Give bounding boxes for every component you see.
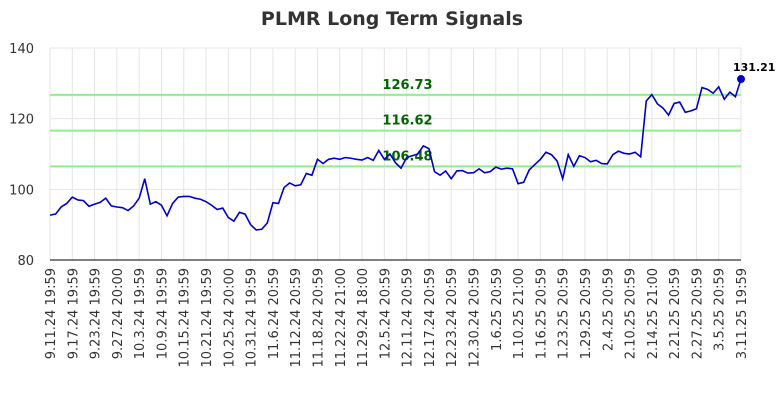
x-tick-label: 11.18.24 20:59 bbox=[311, 268, 326, 368]
reference-label: 116.62 bbox=[382, 114, 432, 129]
x-tick-label: 9.17.24 19:59 bbox=[66, 268, 81, 359]
x-tick-label: 12.11.24 20:59 bbox=[401, 268, 416, 368]
x-tick-label: 12.5.24 20:59 bbox=[378, 268, 393, 359]
x-tick-label: 10.3.24 19:59 bbox=[133, 268, 148, 359]
x-tick-label: 1.6.25 20:59 bbox=[490, 268, 505, 351]
y-tick-label: 120 bbox=[9, 113, 34, 128]
x-tick-label: 1.10.25 21:00 bbox=[512, 268, 527, 359]
x-tick-label: 2.4.25 20:59 bbox=[601, 268, 616, 351]
x-tick-label: 3.5.25 20:59 bbox=[713, 268, 728, 351]
y-tick-label: 80 bbox=[17, 254, 34, 269]
x-tick-label: 2.27.25 20:59 bbox=[690, 268, 705, 359]
x-tick-label: 10.9.24 19:59 bbox=[155, 268, 170, 359]
x-tick-label: 12.23.24 20:59 bbox=[445, 268, 460, 368]
x-tick-label: 1.16.25 20:59 bbox=[534, 268, 549, 359]
x-tick-label: 2.10.25 20:59 bbox=[624, 268, 639, 359]
last-point bbox=[737, 75, 745, 84]
x-tick-label: 10.21.24 19:59 bbox=[200, 268, 215, 368]
y-tick-label: 100 bbox=[9, 183, 34, 198]
reference-label: 126.73 bbox=[382, 78, 432, 93]
x-tick-label: 2.14.25 21:00 bbox=[646, 268, 661, 359]
x-tick-label: 1.29.25 20:59 bbox=[579, 268, 594, 359]
x-tick-label: 2.21.25 20:59 bbox=[668, 268, 683, 359]
x-tick-label: 12.17.24 20:59 bbox=[423, 268, 438, 368]
x-tick-label: 11.6.24 20:59 bbox=[267, 268, 282, 359]
x-tick-label: 10.15.24 19:59 bbox=[178, 268, 193, 368]
y-tick-label: 140 bbox=[9, 42, 34, 57]
line bbox=[49, 78, 742, 231]
x-tick-label: 10.25.24 20:00 bbox=[222, 268, 237, 368]
x-tick-label: 12.30.24 20:59 bbox=[468, 268, 483, 368]
x-tick-label: 9.11.24 19:59 bbox=[44, 268, 59, 359]
x-tick-label: 3.11.25 19:59 bbox=[735, 268, 750, 359]
x-tick-label: 11.29.24 18:00 bbox=[356, 268, 371, 368]
x-tick-label: 11.22.24 21:00 bbox=[334, 268, 349, 368]
chart-title: PLMR Long Term Signals bbox=[261, 8, 523, 30]
x-tick-label: 9.23.24 19:59 bbox=[89, 268, 104, 359]
x-tick-label: 10.31.24 19:59 bbox=[245, 268, 260, 368]
last-value-label: 131.21 bbox=[733, 61, 775, 74]
x-tick-label: 9.27.24 20:00 bbox=[111, 268, 126, 359]
x-tick-label: 1.23.25 20:59 bbox=[557, 268, 572, 359]
x-tick-label: 11.12.24 20:59 bbox=[289, 268, 304, 368]
